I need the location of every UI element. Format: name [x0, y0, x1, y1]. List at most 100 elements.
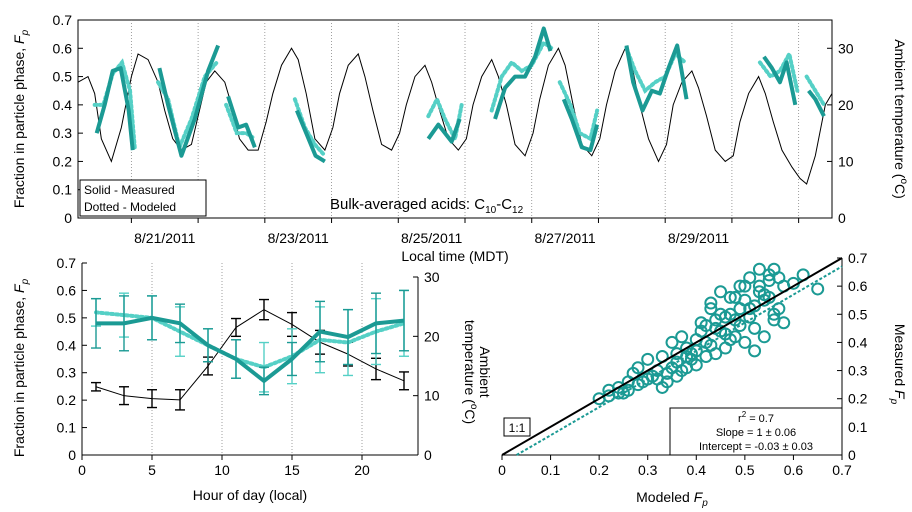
- timeseries-panel: 0 0.1 0.2 0.3 0.4 0.5 0.6 0.7 0 10 20 30 8/21/2011 8/…: [11, 12, 909, 264]
- scatter-point: [665, 335, 679, 349]
- x-tick-label-date: 8/23/2011: [268, 230, 329, 246]
- scatter-point: [723, 290, 737, 304]
- temperature-diurnal-line: [95, 309, 405, 401]
- measured-line-segment: [226, 95, 257, 149]
- panel-annotation: Bulk-averaged acids: C10-C12: [330, 196, 524, 216]
- diurnal-panel: 0 0.1 0.2 0.3 0.4 0.5 0.6 0.7 0 10 20 30 0 5 10 15 20 Ho…: [11, 255, 493, 503]
- legend-measured: Solid - Measured: [84, 183, 175, 197]
- scatter-point: [709, 313, 723, 327]
- y-axis-label-right-top: Ambient temperature (oC): [892, 39, 909, 199]
- scatter-point: [738, 279, 752, 293]
- timeseries-frame: [77, 19, 833, 219]
- measured-line-segment: [493, 26, 553, 120]
- y-axis-label-right-bottom-2: temperature (oC): [462, 320, 479, 424]
- x-tick-label-date: 8/27/2011: [534, 230, 595, 246]
- stat-slope: Slope = 1 ± 0.06: [716, 427, 796, 439]
- y-tick-label-right: 10: [424, 388, 440, 404]
- y-tick-label-left: 0.2: [57, 392, 77, 408]
- measured-line-segment: [426, 118, 462, 144]
- scatter-point: [762, 268, 776, 282]
- x-tick-label-modeled: 0: [498, 462, 506, 478]
- y-tick-label-left: 0.4: [57, 337, 77, 353]
- x-tick-label-hour: 10: [214, 462, 230, 478]
- y-tick-label-left: 0.5: [53, 69, 73, 85]
- scatter-point: [631, 361, 645, 375]
- measured-diurnal-line: [96, 315, 405, 383]
- y-tick-label-right: 20: [838, 97, 854, 113]
- x-tick-label-modeled: 0.2: [589, 462, 609, 478]
- y-axis-label-left-top: Fraction in particle phase, Fp: [11, 29, 31, 208]
- y-tick-label-left: 0.1: [53, 182, 73, 198]
- y-tick-label-measured: 0.2: [848, 391, 868, 407]
- y-tick-label-left: 0.4: [53, 97, 73, 113]
- fit-line: [516, 265, 843, 456]
- scatter-point: [772, 302, 786, 316]
- scatter-point: [757, 330, 771, 344]
- measured-line-segment: [94, 66, 135, 151]
- x-tick-label-date: 8/29/2011: [668, 230, 729, 246]
- scatter-point: [621, 375, 635, 389]
- measured-line-segment: [157, 44, 220, 158]
- scatter-panel: 0 0.1 0.2 0.3 0.4 0.5 0.6 0.700.10.20.30.40.50.…: [498, 250, 908, 509]
- scatter-point: [680, 361, 694, 375]
- scatter-point: [748, 321, 762, 335]
- scatter-point: [752, 285, 766, 299]
- y-tick-label-right: 30: [424, 269, 440, 285]
- scatter-point: [777, 316, 791, 330]
- y-tick-label-measured: 0.1: [848, 419, 868, 435]
- y-tick-label-measured: 0.5: [848, 306, 868, 322]
- scatter-point: [699, 319, 713, 333]
- modeled-line-segment: [804, 74, 826, 107]
- stat-intercept: Intercept = -0.03 ± 0.03: [699, 441, 813, 453]
- measured-line-segment: [624, 43, 689, 113]
- y-tick-label-left: 0: [64, 210, 72, 226]
- x-tick-label-modeled: 0.6: [784, 462, 804, 478]
- measured-line-segment: [807, 89, 826, 118]
- x-tick-label-modeled: 0.1: [541, 462, 561, 478]
- scatter-point: [728, 330, 742, 344]
- scatter-point: [641, 352, 655, 366]
- y-axis-label-right-bottom-1: Ambient: [477, 346, 493, 397]
- y-tick-label-left: 0.3: [57, 365, 77, 381]
- y-axis-label-left-bottom: Fraction in particle phase, Fp: [11, 278, 31, 457]
- scatter-point: [709, 347, 723, 361]
- x-tick-label-date: 8/25/2011: [401, 230, 462, 246]
- x-axis-label-time: Local time (MDT): [401, 248, 508, 264]
- scatter-point: [728, 290, 742, 304]
- y-tick-label-left: 0.1: [57, 420, 77, 436]
- y-axis-label-measured: Measured Fp: [888, 324, 908, 405]
- scatter-point: [718, 341, 732, 355]
- modeled-line-segment: [757, 48, 800, 93]
- modeled-line-segment: [557, 80, 600, 142]
- y-tick-label-right: 30: [838, 40, 854, 56]
- x-tick-label-hour: 5: [148, 462, 156, 478]
- one-to-one-box: [503, 417, 531, 437]
- scatter-point: [733, 279, 747, 293]
- measured-line-segment: [561, 98, 600, 153]
- x-tick-label-hour: 20: [354, 462, 370, 478]
- one-to-one-line: [501, 257, 843, 456]
- measured-line-segment: [295, 109, 326, 164]
- x-axis-label-modeled: Modeled Fp: [636, 489, 708, 509]
- modeled-line-segment: [489, 39, 554, 113]
- y-tick-label-right: 0: [424, 447, 432, 463]
- scatter-point: [670, 369, 684, 383]
- stat-r2: r2 = 0.7: [738, 410, 774, 425]
- y-tick-label-left: 0.5: [57, 310, 77, 326]
- y-tick-label-left: 0.6: [53, 40, 73, 56]
- x-tick-label-hour: 15: [284, 462, 300, 478]
- scatter-point: [704, 302, 718, 316]
- scatter-point: [704, 296, 718, 310]
- y-tick-label-left: 0.7: [53, 12, 73, 28]
- x-tick-label-modeled: 0.5: [735, 462, 755, 478]
- scatter-point: [733, 319, 747, 333]
- y-tick-label-measured: 0: [848, 447, 856, 463]
- y-tick-label-measured: 0.4: [848, 334, 868, 350]
- y-tick-label-measured: 0.7: [848, 250, 868, 266]
- y-tick-label-left: 0: [68, 447, 76, 463]
- scatter-point: [714, 285, 728, 299]
- x-tick-label-date: 8/21/2011: [134, 230, 195, 246]
- scatter-point: [752, 262, 766, 276]
- scatter-point: [748, 344, 762, 358]
- y-tick-label-right: 0: [838, 210, 846, 226]
